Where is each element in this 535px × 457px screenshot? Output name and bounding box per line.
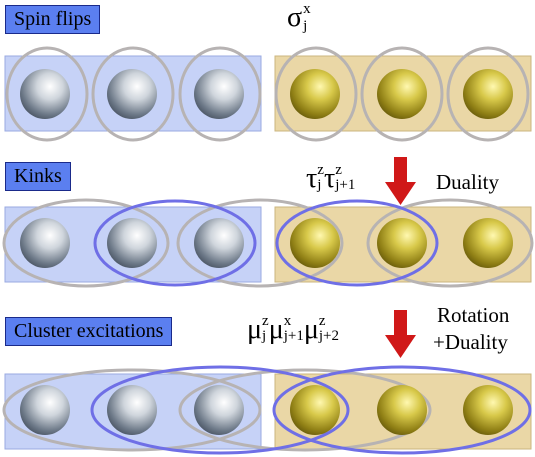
sigma-operator: σ x j: [287, 1, 311, 34]
gray-site-ellipse: [360, 46, 444, 142]
silver-spin-sphere: [20, 385, 70, 435]
gray-site-ellipse: [91, 46, 175, 142]
gold-spin-sphere: [463, 385, 513, 435]
gray-bond-ellipse: [2, 198, 170, 288]
gray-site-ellipse: [5, 46, 89, 142]
silver-spin-sphere: [107, 69, 157, 119]
gray-bond-ellipse: [176, 198, 344, 288]
plus-duality-text: +Duality: [433, 330, 508, 354]
kinks-label: Kinks: [5, 162, 71, 191]
gray-cluster-ellipse: [2, 368, 262, 452]
gold-spin-sphere: [290, 218, 340, 268]
gray-site-ellipse: [446, 46, 530, 142]
blue-cluster-ellipse: [90, 365, 350, 455]
down-arrow-icon: [385, 157, 416, 205]
silver-spin-sphere: [107, 385, 157, 435]
down-arrow-icon: [385, 310, 416, 358]
gray-bond-ellipse: [366, 198, 534, 288]
silver-spin-sphere: [20, 69, 70, 119]
row-cluster-excitations: [2, 310, 532, 455]
gold-spin-sphere: [290, 69, 340, 119]
cluster-excitations-label: Cluster excitations: [5, 317, 173, 346]
duality-text: Duality: [436, 170, 499, 194]
silver-spin-sphere: [194, 385, 244, 435]
blue-cluster-ellipse: [272, 365, 532, 455]
gold-spin-sphere: [377, 69, 427, 119]
gray-site-ellipse: [178, 46, 262, 142]
row-kinks: [2, 157, 534, 288]
blue-bond-ellipse: [93, 199, 257, 287]
rotation-text: Rotation: [437, 303, 510, 327]
spin-flips-label: Spin flips: [5, 5, 101, 34]
gold-spin-sphere: [377, 218, 427, 268]
row-spin-flips: [4, 46, 532, 142]
gold-spin-sphere: [463, 69, 513, 119]
blue-bond-ellipse: [275, 199, 439, 287]
silver-spin-sphere: [20, 218, 70, 268]
gold-spin-sphere: [377, 385, 427, 435]
gray-cluster-ellipse: [178, 368, 432, 452]
silver-spin-sphere: [107, 218, 157, 268]
gray-site-ellipse: [274, 46, 358, 142]
gold-spin-sphere: [463, 218, 513, 268]
gold-spin-sphere: [290, 385, 340, 435]
silver-spin-sphere: [194, 218, 244, 268]
silver-spin-sphere: [194, 69, 244, 119]
